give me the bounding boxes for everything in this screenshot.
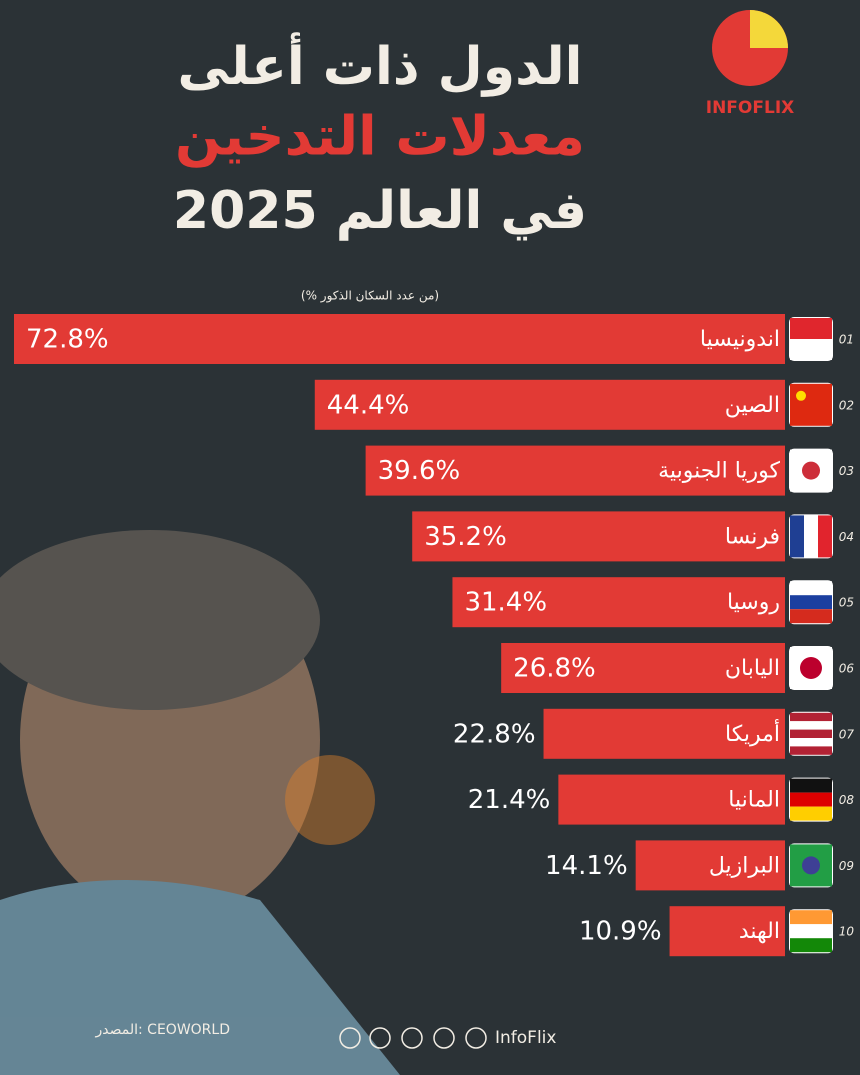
title-line: معدلات التدخين (175, 105, 585, 168)
source: المصدر: CEOWORLD (95, 1022, 230, 1038)
value-label: 39.6% (378, 456, 461, 486)
flag-stripe (790, 792, 832, 807)
rank-label: 03 (839, 464, 854, 478)
bar (412, 511, 785, 562)
rank-label: 04 (839, 530, 854, 544)
flag-star (796, 390, 806, 401)
rank-label: 06 (839, 662, 855, 676)
value-label: 26.8% (513, 654, 596, 684)
bar (669, 906, 785, 957)
flag-stripe (790, 778, 832, 793)
photo-placeholder (0, 530, 400, 1075)
rank-label: 02 (839, 398, 854, 412)
flag-stripe (804, 515, 818, 558)
country-label: الهند (739, 919, 780, 944)
flag-stripe (790, 383, 832, 426)
title-line: في العالم 2025 (173, 181, 587, 241)
country-label: اليابان (725, 656, 780, 681)
country-label: البرازيل (709, 853, 780, 878)
flag-stripe (790, 746, 832, 755)
bar (314, 379, 785, 430)
flag-stripe (790, 721, 832, 730)
rank-label: 01 (839, 333, 854, 347)
bar (558, 774, 785, 825)
country-label: كوريا الجنوبية (658, 459, 780, 484)
flag-stripe (790, 806, 832, 821)
flag-stripe (790, 318, 832, 339)
flag-stripe (790, 595, 832, 610)
bar (635, 840, 785, 891)
country-label: اندونيسيا (700, 327, 780, 352)
rank-label: 05 (839, 596, 854, 610)
value-label: 35.2% (424, 522, 507, 552)
bar (543, 708, 785, 759)
value-label: 21.4% (468, 785, 551, 815)
value-label: 44.4% (327, 390, 410, 420)
value-label: 14.1% (545, 851, 628, 881)
flag-stripe (790, 609, 832, 624)
bar (365, 445, 785, 496)
logo-text: INFOFLIX (706, 98, 795, 118)
flag-stripe (790, 729, 832, 738)
subtitle: (% من عدد السكان الذكور) (301, 289, 439, 304)
bar (14, 314, 785, 364)
flag-stripe (790, 738, 832, 747)
flag-stripe (790, 339, 832, 360)
title-line: الدول ذات أعلى (178, 32, 583, 97)
flag-disc (802, 461, 820, 480)
rank-label: 09 (839, 859, 854, 873)
flag-stripe (818, 515, 832, 558)
flag-disc (802, 856, 820, 875)
bar (501, 643, 785, 693)
social-handle: InfoFlix (495, 1028, 556, 1048)
country-label: الصين (725, 393, 780, 418)
flag-stripe (790, 938, 832, 953)
flag-stripe (790, 924, 832, 939)
logo: INFOFLIX (706, 10, 795, 118)
social-icons (339, 1027, 487, 1049)
country-label: أمريكا (725, 719, 780, 747)
rank-label: 07 (839, 727, 855, 741)
country-label: المانيا (728, 788, 780, 813)
flag-stripe (790, 910, 832, 925)
rank-label: 10 (839, 925, 855, 939)
country-label: فرنسا (725, 524, 780, 549)
flag-disc (800, 657, 822, 679)
flag-stripe (790, 712, 832, 722)
value-label: 72.8% (26, 325, 109, 355)
bar (452, 577, 785, 628)
country-label: روسيا (727, 590, 780, 615)
value-label: 10.9% (579, 917, 662, 947)
value-label: 31.4% (464, 588, 547, 618)
value-label: 22.8% (453, 719, 536, 749)
flag-stripe (790, 515, 804, 558)
flag-stripe (790, 581, 832, 596)
rank-label: 08 (839, 793, 855, 807)
